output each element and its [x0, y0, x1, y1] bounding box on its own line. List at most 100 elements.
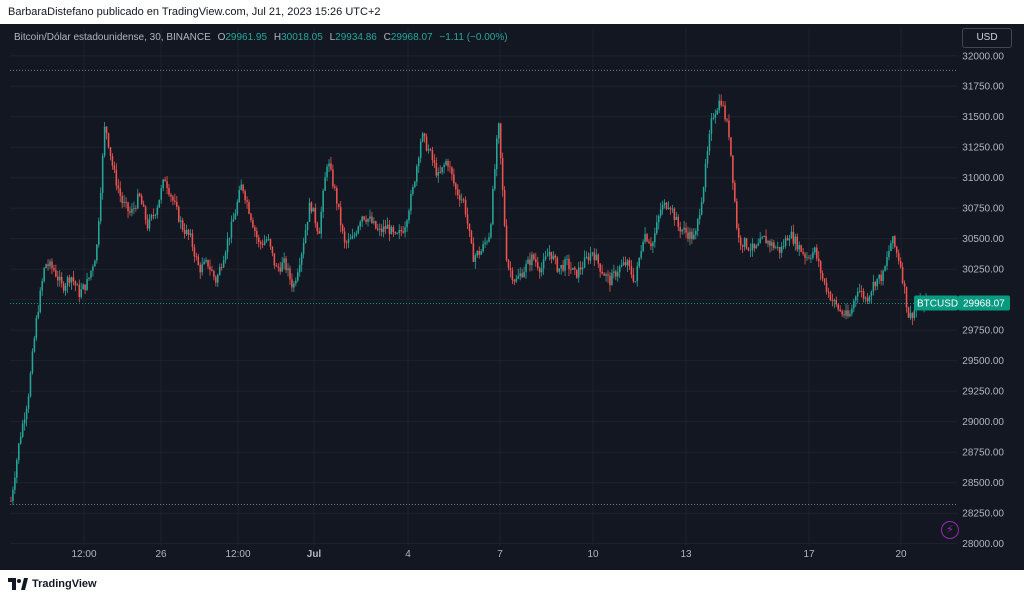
candle-body: [406, 220, 408, 228]
candle-body: [550, 251, 553, 260]
candle-body: [815, 247, 818, 259]
x-tick-label: 17: [803, 549, 815, 560]
candle-body: [160, 188, 162, 200]
candle-body: [786, 238, 789, 241]
candle-body: [232, 219, 235, 222]
candle-body: [876, 278, 879, 287]
candle-body: [763, 236, 765, 238]
candle-body: [687, 232, 689, 239]
candle-body: [341, 225, 344, 232]
candle-body: [856, 291, 859, 297]
price-tag-symbol-bg: [914, 295, 958, 311]
candle-body: [548, 251, 551, 256]
candle-body: [630, 266, 633, 275]
candle-body: [737, 227, 740, 238]
candle-body: [527, 259, 529, 264]
candle-body: [359, 221, 361, 227]
candle-body: [505, 225, 508, 261]
candle-body: [892, 236, 894, 244]
candle-body: [271, 246, 274, 254]
candle-body: [49, 261, 51, 267]
candle-body: [320, 211, 322, 234]
candle-body: [603, 273, 605, 276]
time-axis[interactable]: 12:00 26 12:00 Jul 4 7 10 13 17 20: [71, 549, 907, 560]
candle-body: [154, 214, 157, 216]
candle-body: [425, 136, 428, 151]
candle-body: [494, 169, 496, 189]
candle-body: [74, 281, 77, 286]
candle-body: [675, 216, 678, 221]
chart-panel[interactable]: 28000.00 28250.00 28500.00 28750.00 29000.00…: [0, 24, 1024, 570]
candle-body: [468, 223, 471, 232]
candle-body: [808, 257, 810, 259]
candle-body: [620, 264, 623, 267]
candle-body: [297, 272, 299, 281]
candle-body: [804, 253, 806, 258]
currency-button[interactable]: USD: [962, 28, 1012, 48]
candle-body: [187, 229, 190, 235]
candle-body: [655, 222, 658, 234]
candle-body: [103, 126, 106, 156]
x-tick-label: 4: [405, 549, 411, 560]
candle-body: [769, 240, 771, 246]
y-tick-label: 30750.00: [962, 204, 1004, 215]
tradingview-logo[interactable]: TradingView: [8, 576, 97, 592]
candle-body: [123, 201, 125, 204]
y-tick-label: 30500.00: [962, 234, 1004, 245]
candle-body: [646, 234, 648, 242]
candle-body: [82, 284, 84, 290]
y-tick-label: 28250.00: [962, 509, 1004, 520]
candle-body: [759, 238, 761, 244]
candle-body: [99, 192, 102, 222]
candle-body: [300, 253, 303, 265]
candle-body: [860, 290, 863, 292]
candle-body: [552, 255, 555, 260]
candle-body: [704, 163, 707, 188]
candle-body: [41, 281, 43, 291]
candle-body: [115, 169, 118, 186]
candle-body: [367, 218, 369, 222]
candle-body: [396, 233, 399, 235]
legend-high-label: H: [273, 32, 282, 43]
candle-body: [806, 257, 808, 259]
candle-body: [482, 244, 484, 252]
candle-body: [380, 228, 383, 233]
candle-body: [909, 312, 912, 318]
candle-body: [870, 291, 873, 297]
candlestick-chart[interactable]: 28000.00 28250.00 28500.00 28750.00 29000.00…: [0, 24, 1024, 570]
candle-body: [616, 272, 619, 277]
candle-body: [273, 253, 276, 266]
candle-body: [810, 257, 812, 259]
candle-body: [137, 193, 139, 209]
y-tick-label: 28500.00: [962, 478, 1004, 489]
candle-body: [185, 229, 188, 234]
x-tick-label: 26: [155, 549, 167, 560]
candle-body: [812, 252, 814, 258]
candle-body: [562, 264, 564, 271]
candle-body: [886, 257, 888, 267]
candle-body: [140, 195, 143, 205]
candle-body: [913, 310, 916, 319]
candle-body: [328, 163, 330, 167]
lightning-icon[interactable]: ⚡: [941, 521, 959, 539]
candle-body: [213, 270, 215, 277]
candle-body: [751, 243, 754, 251]
candle-body: [451, 167, 453, 175]
candle-body: [529, 259, 531, 266]
candle-body: [217, 275, 219, 283]
candle-body: [712, 117, 715, 119]
candle-body: [903, 282, 906, 287]
candle-body: [345, 242, 348, 244]
candle-body: [322, 190, 324, 212]
y-tick-label: 29250.00: [962, 387, 1004, 398]
candle-body: [659, 209, 662, 216]
candle-body: [652, 242, 654, 247]
candle-body: [507, 260, 510, 268]
horizontal-lines: [10, 69, 957, 506]
y-tick-label: 31750.00: [962, 82, 1004, 93]
candle-body: [211, 269, 213, 271]
candle-body: [470, 231, 473, 244]
candle-body: [246, 200, 248, 202]
candle-body: [661, 204, 664, 210]
candle-body: [776, 246, 779, 248]
